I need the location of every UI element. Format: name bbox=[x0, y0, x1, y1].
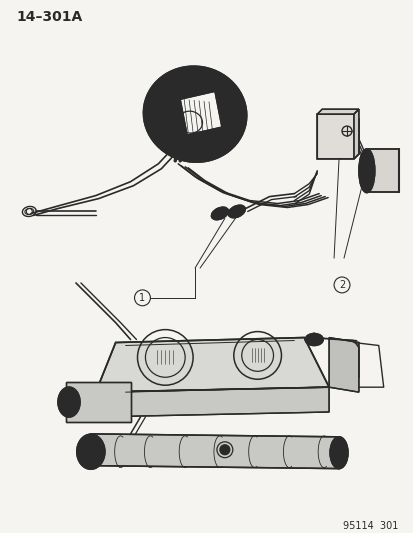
Text: 95114  301: 95114 301 bbox=[342, 521, 398, 531]
Ellipse shape bbox=[329, 437, 347, 469]
Ellipse shape bbox=[143, 66, 246, 162]
Polygon shape bbox=[353, 109, 358, 159]
Ellipse shape bbox=[211, 207, 228, 220]
Text: 1: 1 bbox=[139, 293, 145, 303]
Ellipse shape bbox=[77, 434, 104, 469]
Ellipse shape bbox=[58, 387, 80, 417]
Polygon shape bbox=[95, 337, 328, 392]
Polygon shape bbox=[316, 109, 358, 114]
Ellipse shape bbox=[304, 334, 323, 345]
Polygon shape bbox=[366, 149, 398, 191]
Ellipse shape bbox=[358, 149, 374, 192]
Polygon shape bbox=[66, 382, 130, 422]
Circle shape bbox=[219, 445, 229, 455]
Polygon shape bbox=[316, 114, 358, 159]
Text: 2: 2 bbox=[338, 280, 344, 290]
Polygon shape bbox=[95, 387, 328, 417]
Text: 14–301A: 14–301A bbox=[17, 10, 83, 24]
Polygon shape bbox=[328, 337, 358, 392]
Polygon shape bbox=[90, 434, 338, 469]
Polygon shape bbox=[180, 91, 221, 135]
Ellipse shape bbox=[228, 205, 244, 217]
